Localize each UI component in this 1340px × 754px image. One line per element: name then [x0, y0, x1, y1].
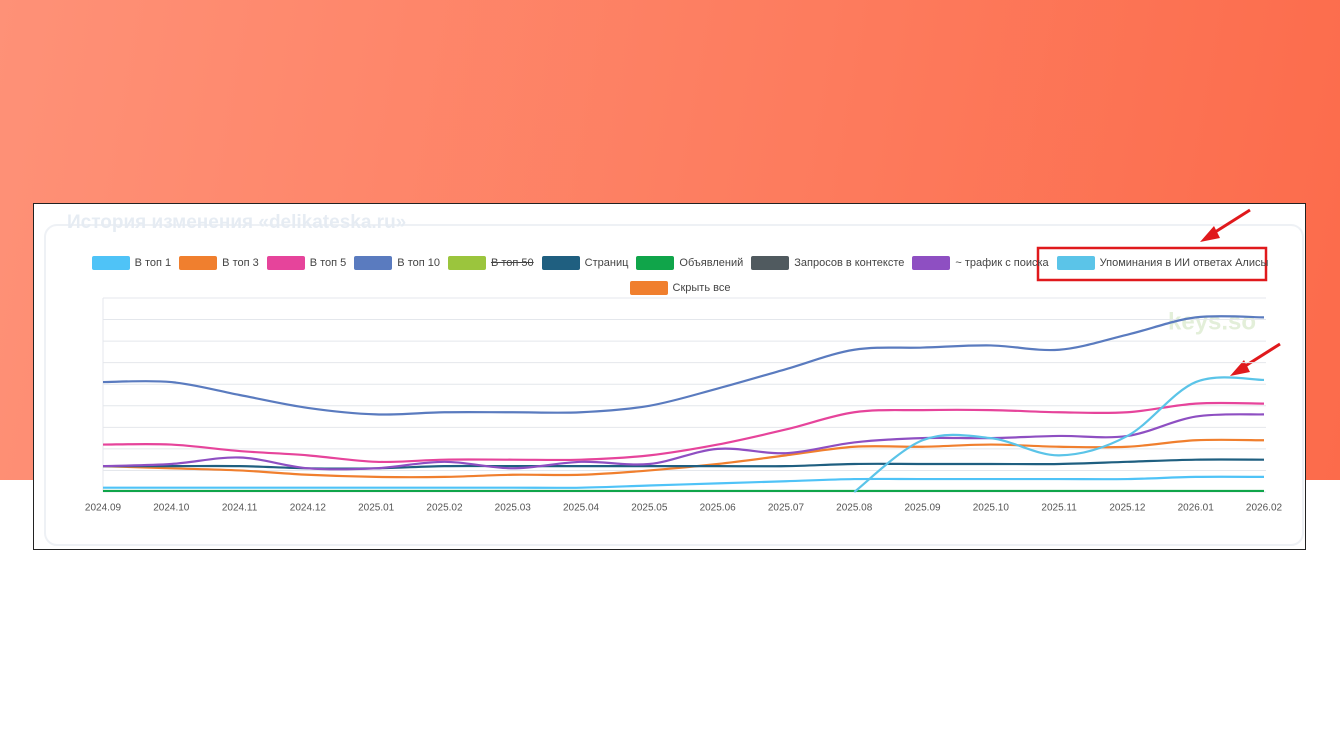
chart-title: История изменения «delikateska.ru»	[67, 212, 406, 233]
x-tick-label: 2025.09	[904, 503, 941, 514]
legend-label: Скрыть все	[672, 281, 731, 294]
legend-item[interactable]: Объявлений	[636, 255, 743, 270]
series-line	[853, 376, 1265, 493]
x-tick-label: 2024.11	[222, 503, 258, 514]
legend-item[interactable]: Страниц	[541, 255, 629, 270]
legend-item[interactable]: ~ трафик с поиска	[912, 255, 1049, 270]
legend-label: Упоминания в ИИ ответах Алисы	[1099, 256, 1269, 269]
x-tick-label: 2025.05	[631, 503, 668, 514]
watermark: keys.so	[1168, 308, 1256, 335]
x-tick-label: 2024.09	[85, 503, 122, 514]
highlight-box	[1036, 246, 1268, 282]
legend-swatch	[636, 255, 675, 270]
x-tick-label: 2025.11	[1041, 503, 1077, 514]
x-tick-label: 2025.07	[768, 503, 805, 514]
card	[44, 224, 1304, 546]
legend-swatch	[629, 280, 668, 295]
arrow	[1230, 342, 1281, 376]
legend: В топ 1 В топ 3 В топ 5 В топ 10 В топ 50 Стр…	[88, 255, 1272, 295]
arrow	[1200, 208, 1251, 242]
legend-item[interactable]: В топ 5	[266, 255, 347, 270]
series-line	[102, 401, 1265, 464]
legend-label: В топ 5	[309, 256, 347, 269]
x-tick-label: 2025.12	[1109, 503, 1146, 514]
legend-label: В топ 50	[490, 256, 534, 269]
x-tick-label: 2025.02	[426, 503, 463, 514]
legend-label: В топ 3	[222, 256, 259, 269]
hide-all-button[interactable]: Скрыть все	[629, 280, 731, 295]
x-tick-label: 2026.01	[1178, 503, 1215, 514]
legend-swatch	[912, 255, 951, 270]
series-line	[102, 413, 1265, 471]
x-tick-label: 2025.08	[836, 503, 873, 514]
x-tick-label: 2025.06	[700, 503, 737, 514]
legend-label: В топ 10	[397, 256, 440, 269]
series-line	[102, 315, 1265, 416]
legend-label: В топ 1	[134, 256, 172, 269]
x-tick-label: 2024.10	[153, 503, 190, 514]
legend-swatch	[1056, 255, 1095, 270]
legend-label: Запросов в контексте	[794, 256, 905, 269]
legend-label: Объявлений	[679, 256, 744, 269]
series-line	[102, 438, 1265, 479]
legend-swatch	[91, 255, 130, 270]
series-line	[102, 475, 1265, 489]
legend-item[interactable]: В топ 10	[354, 255, 440, 270]
legend-label: Страниц	[584, 256, 629, 269]
legend-item[interactable]: В топ 3	[179, 255, 259, 270]
legend-swatch	[354, 255, 393, 270]
legend-item[interactable]: Упоминания в ИИ ответах Алисы	[1056, 255, 1269, 270]
legend-swatch	[541, 255, 580, 270]
x-tick-label: 2025.10	[973, 503, 1010, 514]
x-tick-label: 2024.12	[290, 503, 327, 514]
legend-swatch	[447, 255, 486, 270]
legend-item[interactable]: Запросов в контексте	[751, 255, 904, 270]
legend-label: ~ трафик с поиска	[955, 256, 1049, 269]
x-tick-label: 2025.01	[358, 503, 395, 514]
x-tick-label: 2025.03	[495, 503, 532, 514]
legend-swatch	[751, 255, 790, 270]
legend-item[interactable]: В топ 1	[91, 255, 172, 270]
x-tick-label: 2025.04	[563, 503, 600, 514]
legend-item[interactable]: В топ 50	[447, 255, 534, 270]
legend-swatch	[179, 255, 218, 270]
x-tick-label: 2026.02	[1246, 503, 1283, 514]
legend-swatch	[266, 255, 305, 270]
